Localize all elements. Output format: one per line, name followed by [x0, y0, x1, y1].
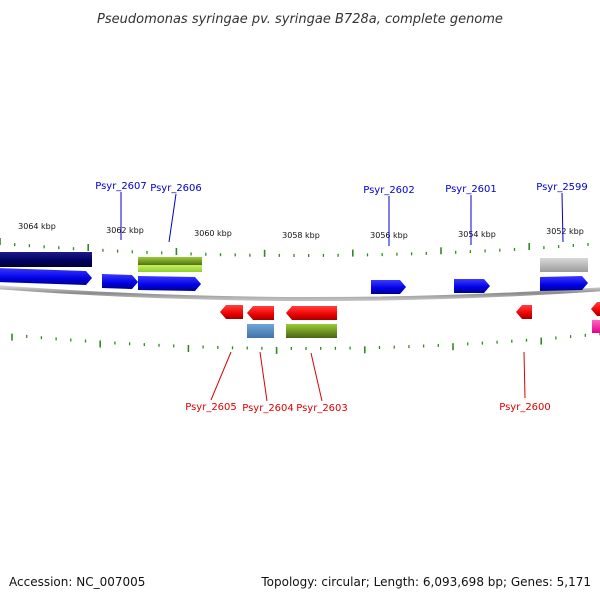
gene-feature[interactable]	[591, 302, 600, 316]
gene-feature[interactable]	[220, 305, 243, 319]
gene-label[interactable]: Psyr_2604	[242, 403, 294, 414]
gene-feature[interactable]	[454, 279, 490, 293]
reverse-gene-labels: Psyr_2605 Psyr_2604 Psyr_2603 Psyr_2600	[185, 351, 551, 414]
scale-label: 3054 kbp	[458, 230, 496, 239]
gene-feature[interactable]	[138, 257, 202, 266]
outer-tick-marks	[0, 238, 589, 257]
forward-strand-features	[0, 252, 588, 294]
gene-label[interactable]: Psyr_2599	[536, 182, 588, 193]
gene-feature[interactable]	[286, 324, 337, 338]
gene-label[interactable]: Psyr_2603	[296, 403, 348, 414]
gene-feature[interactable]	[102, 274, 138, 289]
gene-feature[interactable]	[516, 305, 532, 319]
scale-label: 3060 kbp	[194, 229, 232, 238]
label-leader	[561, 192, 564, 243]
gene-feature[interactable]	[247, 306, 274, 320]
gene-label[interactable]: Psyr_2607	[95, 181, 147, 192]
accession-text: Accession: NC_007005	[9, 575, 145, 589]
label-leader	[259, 351, 268, 402]
label-leader	[210, 351, 232, 401]
gene-feature[interactable]	[592, 320, 600, 333]
gene-label[interactable]: Psyr_2606	[150, 183, 202, 194]
gene-feature[interactable]	[247, 324, 274, 338]
gene-label[interactable]: Psyr_2601	[445, 184, 497, 195]
label-leader	[310, 352, 323, 402]
gene-feature[interactable]	[138, 265, 202, 272]
gene-feature[interactable]	[371, 280, 406, 294]
forward-gene-labels: Psyr_2607 Psyr_2606 Psyr_2602 Psyr_2601 …	[95, 181, 588, 246]
gene-feature[interactable]	[540, 258, 588, 272]
gene-feature[interactable]	[138, 276, 201, 291]
topology-text: Topology: circular; Length: 6,093,698 bp…	[260, 575, 591, 589]
scale-labels: 3064 kbp 3062 kbp 3060 kbp 3058 kbp 3056…	[18, 222, 584, 240]
scale-label: 3064 kbp	[18, 222, 56, 231]
label-leader	[168, 193, 177, 243]
gene-label[interactable]: Psyr_2605	[185, 402, 237, 413]
reverse-strand-features	[220, 302, 600, 338]
gene-label[interactable]: Psyr_2602	[363, 185, 415, 196]
scale-label: 3052 kbp	[546, 227, 584, 236]
inner-tick-marks	[11, 332, 600, 354]
gene-feature[interactable]	[0, 252, 92, 267]
gene-feature[interactable]	[286, 306, 337, 320]
scale-label: 3058 kbp	[282, 231, 320, 240]
map-title: Pseudomonas syringae pv. syringae B728a,…	[97, 12, 503, 27]
gene-feature[interactable]	[540, 276, 588, 291]
genome-backbone	[0, 285, 600, 302]
gene-label[interactable]: Psyr_2600	[499, 402, 551, 413]
gene-feature[interactable]	[0, 268, 92, 285]
label-leader	[523, 351, 526, 399]
scale-label: 3062 kbp	[106, 226, 144, 235]
